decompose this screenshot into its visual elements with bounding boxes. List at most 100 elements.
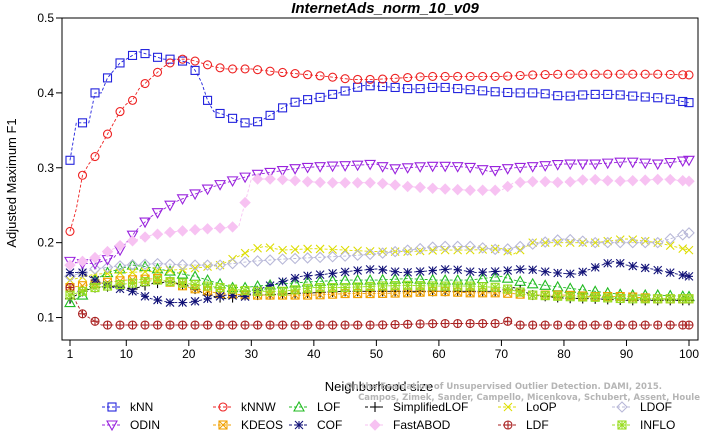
point-odin-43 [326, 161, 339, 173]
point-loop-29 [240, 248, 250, 258]
legend-item-knnw: kNNW [213, 400, 276, 414]
point-knnw-51 [378, 74, 388, 84]
point-ldof-100 [683, 227, 695, 239]
point-fastabod-87 [602, 174, 614, 187]
point-knnw-13 [140, 78, 150, 89]
point-loop-35 [278, 245, 287, 255]
point-knn-81 [565, 91, 575, 101]
point-ldof-87 [601, 236, 614, 249]
point-knnw-59 [428, 71, 438, 81]
point-odin-31 [251, 169, 264, 181]
point-inflo-51 [378, 281, 388, 291]
point-knn-87 [603, 89, 613, 99]
point-ldf-45 [340, 320, 350, 330]
point-ldf-69 [490, 318, 500, 329]
point-knnw-55 [403, 72, 413, 83]
point-ldof-1 [64, 270, 76, 283]
point-ldf-51 [378, 320, 388, 330]
point-knn-41 [315, 92, 325, 102]
point-fastabod-5 [89, 251, 101, 264]
point-knnw-39 [303, 70, 313, 80]
point-cof-73 [515, 265, 525, 274]
point-inflo-97 [665, 294, 675, 304]
point-loop-13 [140, 267, 150, 277]
point-ldof-27 [226, 257, 239, 270]
point-odin-47 [351, 160, 364, 172]
point-odin-89 [614, 157, 627, 169]
point-fastabod-27 [226, 221, 239, 233]
point-ldof-53 [389, 245, 401, 258]
point-ldf-9 [115, 320, 125, 330]
point-fastabod-17 [164, 226, 176, 239]
x-axis-label: Neighborhood size [325, 379, 433, 394]
point-ldf-33 [265, 320, 275, 330]
point-inflo-81 [565, 292, 575, 302]
point-cof-65 [465, 267, 475, 277]
point-knnw-69 [490, 71, 500, 81]
plot-frame [61, 17, 699, 341]
point-knn-75 [528, 88, 538, 98]
point-odin-21 [189, 189, 201, 201]
point-odin-51 [376, 162, 389, 173]
legend-marker-loop [503, 402, 513, 412]
point-ldf-71 [503, 316, 513, 326]
point-ldof-91 [626, 236, 639, 249]
point-lof-77 [539, 279, 552, 290]
point-fastabod-35 [276, 173, 289, 186]
point-fastabod-55 [401, 180, 414, 193]
point-fastabod-100 [683, 175, 695, 187]
point-odin-71 [501, 164, 514, 175]
point-odin-81 [564, 159, 577, 171]
point-cof-69 [490, 267, 500, 276]
legend-item-loop: LoOP [498, 400, 557, 414]
point-knnw-41 [315, 71, 325, 81]
point-knnw-75 [528, 70, 538, 80]
point-inflo-29 [240, 286, 250, 296]
point-loop-33 [265, 243, 275, 253]
x-tick-label-60: 60 [432, 347, 446, 361]
point-cof-85 [590, 262, 600, 272]
point-knn-25 [215, 108, 225, 119]
point-ldof-19 [176, 259, 189, 271]
point-ldof-69 [489, 243, 501, 256]
point-cof-89 [615, 258, 625, 268]
legend-label-inflo: INFLO [640, 418, 675, 432]
point-cof-41 [315, 270, 325, 280]
point-inflo-59 [428, 281, 438, 291]
point-knnw-11 [127, 95, 138, 105]
point-ldf-47 [353, 320, 363, 330]
series-knnw [65, 54, 694, 236]
point-ldf-5 [90, 316, 100, 326]
point-lof-17 [164, 264, 176, 276]
point-knn-13 [140, 49, 150, 59]
point-knnw-65 [465, 71, 475, 81]
point-ldf-15 [152, 320, 163, 330]
point-ldof-33 [264, 254, 276, 266]
series-knn [65, 49, 694, 165]
point-inflo-11 [127, 278, 138, 288]
point-ldof-95 [651, 236, 664, 249]
legend-marker-cof [294, 420, 304, 430]
legend-item-inflo: INFLO [612, 418, 675, 432]
point-knn-11 [127, 50, 138, 60]
point-knnw-47 [353, 74, 363, 84]
point-inflo-79 [553, 291, 563, 301]
point-ldf-85 [590, 320, 600, 330]
point-fastabod-61 [439, 183, 451, 195]
point-ldof-81 [564, 233, 576, 246]
point-odin-19 [176, 194, 189, 205]
point-odin-35 [276, 166, 289, 177]
point-inflo-31 [253, 286, 263, 296]
point-fastabod-9 [114, 239, 126, 252]
point-knn-57 [415, 84, 425, 94]
point-odin-100 [683, 155, 695, 167]
point-lof-19 [176, 267, 189, 279]
point-knn-77 [540, 89, 550, 99]
point-fastabod-51 [376, 177, 389, 190]
point-ldf-79 [553, 320, 563, 330]
point-loop-39 [303, 244, 312, 254]
point-ldof-93 [639, 236, 652, 249]
point-loop-55 [403, 247, 413, 257]
point-ldof-45 [339, 250, 351, 262]
point-fastabod-13 [139, 231, 151, 243]
